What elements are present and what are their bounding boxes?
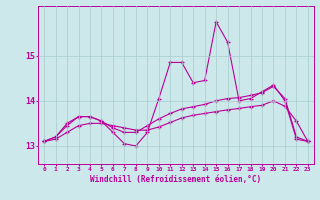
X-axis label: Windchill (Refroidissement éolien,°C): Windchill (Refroidissement éolien,°C) xyxy=(91,175,261,184)
